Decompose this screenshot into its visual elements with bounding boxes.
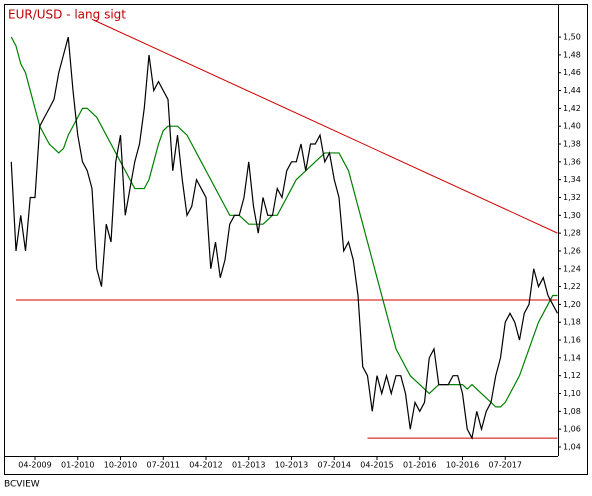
- y-tick-label: 1,16: [563, 336, 581, 345]
- y-tick-label: 1,46: [563, 68, 581, 77]
- frame: [4, 4, 588, 475]
- trend-line: [91, 18, 558, 234]
- x-tick-label: 10-2010: [104, 461, 137, 470]
- x-tick-label: 07-2014: [318, 461, 351, 470]
- y-tick-label: 1,22: [563, 282, 581, 291]
- x-tick-label: 01-2016: [403, 461, 436, 470]
- y-tick-label: 1,06: [563, 425, 581, 434]
- x-tick-label: 10-2013: [275, 461, 308, 470]
- y-tick-label: 1,24: [563, 264, 581, 273]
- series-line: [10, 36, 558, 408]
- y-tick-label: 1,12: [563, 371, 581, 380]
- y-tick-label: 1,30: [563, 211, 581, 220]
- y-tick-label: 1,38: [563, 140, 581, 149]
- x-tick-label: 07-2011: [147, 461, 180, 470]
- source: BCVIEW: [4, 480, 40, 490]
- y-tick-label: 1,48: [563, 50, 581, 59]
- x-tick-label: 01-2010: [61, 461, 94, 470]
- y-tick-label: 1,40: [563, 122, 581, 131]
- y-tick-label: 1,42: [563, 104, 581, 113]
- x-tick-label: 07-2017: [489, 461, 522, 470]
- y-tick-label: 1,34: [563, 175, 581, 184]
- y-tick-label: 1,36: [563, 157, 581, 166]
- y-tick-label: 1,04: [563, 442, 581, 451]
- x-tick-label: 04-2009: [18, 461, 51, 470]
- x-tick-label: 04-2015: [360, 461, 393, 470]
- y-tick-label: 1,18: [563, 318, 581, 327]
- y-tick-label: 1,26: [563, 246, 581, 255]
- y-tick-label: 1,50: [563, 33, 581, 42]
- y-tick-label: 1,08: [563, 407, 581, 416]
- x-tick-label: 10-2016: [446, 461, 479, 470]
- x-tick-label: 01-2013: [232, 461, 265, 470]
- y-tick-label: 1,20: [563, 300, 581, 309]
- series-line: [10, 36, 559, 440]
- y-tick-label: 1,28: [563, 229, 581, 238]
- y-tick-label: 1,10: [563, 389, 581, 398]
- y-tick-label: 1,44: [563, 86, 581, 95]
- chart-title: EUR/USD - lang sigt: [8, 8, 126, 22]
- y-tick-label: 1,14: [563, 353, 581, 362]
- x-tick-label: 04-2012: [189, 461, 222, 470]
- y-tick-label: 1,32: [563, 193, 581, 202]
